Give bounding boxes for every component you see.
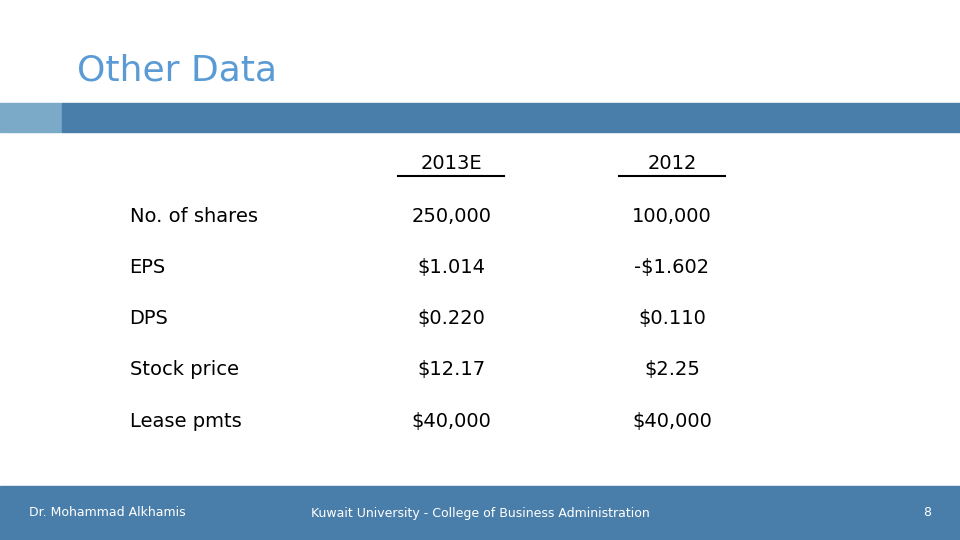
- Text: No. of shares: No. of shares: [130, 206, 257, 226]
- Text: -$1.602: -$1.602: [635, 258, 709, 277]
- Text: EPS: EPS: [130, 258, 166, 277]
- Text: $40,000: $40,000: [632, 411, 712, 431]
- Text: 2013E: 2013E: [420, 154, 482, 173]
- Bar: [0, 486, 960, 540]
- Text: $12.17: $12.17: [418, 360, 485, 380]
- Text: DPS: DPS: [130, 309, 168, 328]
- Text: 2012: 2012: [647, 154, 697, 173]
- Bar: [62, 103, 960, 132]
- Bar: [0, 103, 62, 132]
- Text: $2.25: $2.25: [644, 360, 700, 380]
- Text: 100,000: 100,000: [632, 206, 712, 226]
- Text: $1.014: $1.014: [418, 258, 485, 277]
- Text: $0.110: $0.110: [638, 309, 706, 328]
- Text: 250,000: 250,000: [411, 206, 492, 226]
- Text: 8: 8: [924, 507, 931, 519]
- Text: Stock price: Stock price: [130, 360, 239, 380]
- Text: Kuwait University - College of Business Administration: Kuwait University - College of Business …: [311, 507, 649, 519]
- Text: $40,000: $40,000: [411, 411, 492, 431]
- Text: $0.220: $0.220: [418, 309, 485, 328]
- Text: Dr. Mohammad Alkhamis: Dr. Mohammad Alkhamis: [29, 507, 185, 519]
- Text: Other Data: Other Data: [77, 53, 276, 87]
- Text: Lease pmts: Lease pmts: [130, 411, 241, 431]
